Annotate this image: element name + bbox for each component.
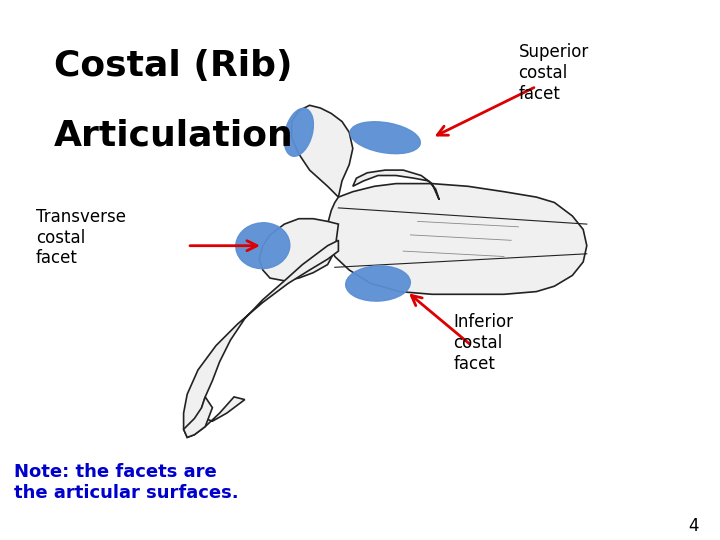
Polygon shape: [184, 397, 212, 437]
Text: Inferior
costal
facet: Inferior costal facet: [454, 313, 513, 373]
Polygon shape: [259, 219, 338, 281]
Text: Costal (Rib): Costal (Rib): [54, 49, 292, 83]
Text: Articulation: Articulation: [54, 119, 294, 153]
Ellipse shape: [284, 109, 313, 156]
Text: 4: 4: [688, 517, 698, 535]
Ellipse shape: [350, 122, 420, 154]
Ellipse shape: [235, 223, 290, 268]
Polygon shape: [184, 240, 338, 437]
Polygon shape: [328, 184, 587, 294]
Text: Superior
costal
facet: Superior costal facet: [518, 43, 589, 103]
Ellipse shape: [346, 266, 410, 301]
Text: Transverse
costal
facet: Transverse costal facet: [36, 208, 126, 267]
Polygon shape: [353, 170, 439, 200]
Polygon shape: [292, 105, 353, 197]
Text: Note: the facets are
the articular surfaces.: Note: the facets are the articular surfa…: [14, 463, 239, 502]
